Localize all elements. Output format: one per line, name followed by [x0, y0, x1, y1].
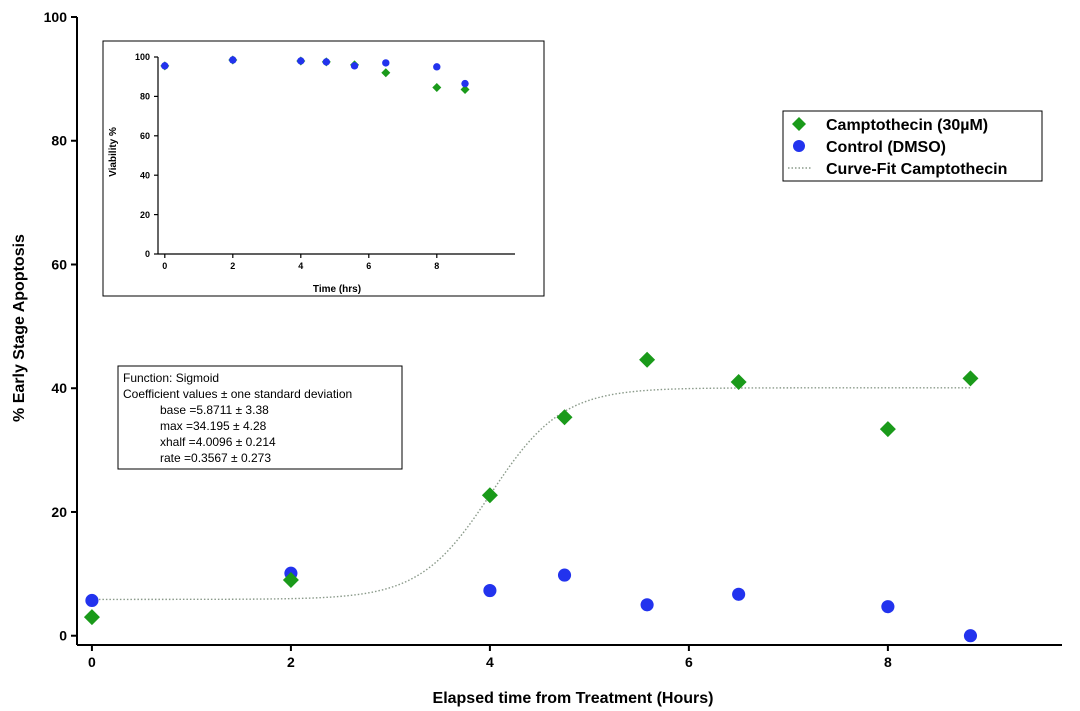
inset-y-tick-label: 100: [135, 52, 150, 62]
inset-control-data-point: [433, 63, 441, 71]
control-data-point: [881, 600, 895, 614]
inset-x-tick-label: 4: [298, 261, 303, 271]
legend-border: [782, 110, 1043, 182]
fit-results-border: [117, 365, 403, 470]
legend-label-curve-fit: Curve-Fit Camptothecin: [826, 161, 1007, 178]
main-x-tick-label: 0: [88, 654, 96, 670]
main-y-tick-label: 40: [51, 380, 67, 396]
inset-x-tick-label: 6: [366, 261, 371, 271]
fit-base-text: base =5.8711 ± 3.38: [160, 403, 269, 417]
inset-control-data-point: [382, 59, 390, 67]
fit-coefficient-header: Coefficient values ± one standard deviat…: [123, 387, 352, 401]
main-y-tick-label: 60: [51, 256, 67, 272]
fit-xhalf-text: xhalf =4.0096 ± 0.214: [160, 435, 276, 449]
main-y-tick-label: 20: [51, 504, 67, 520]
inset-x-tick-label: 8: [434, 261, 439, 271]
control-data-point: [483, 583, 497, 598]
inset-x-axis-title: Time (hrs): [313, 284, 361, 295]
camptothecin-data-point: [282, 572, 299, 589]
control-data-point: [557, 568, 572, 582]
main-y-tick-label: 100: [44, 9, 68, 25]
fit-function-text: Function: Sigmoid: [123, 371, 219, 385]
camptothecin-data-point: [83, 609, 100, 626]
main-x-tick-label: 2: [287, 654, 295, 670]
main-x-tick-label: 4: [486, 654, 494, 670]
curve-fit-line: [91, 387, 971, 601]
main-y-axis-title: % Early Stage Apoptosis: [11, 234, 28, 422]
camptothecin-data-point: [639, 351, 656, 368]
inset-border: [102, 40, 545, 297]
legend-label-camptothecin: Camptothecin (30µM): [826, 117, 988, 134]
inset-y-axis-title: Viability %: [108, 127, 119, 177]
inset-y-tick-label: 60: [140, 131, 150, 141]
main-y-tick-label: 0: [59, 628, 67, 644]
inset-y-tick-label: 80: [140, 92, 150, 102]
inset-data-points: [160, 55, 470, 95]
camptothecin-data-point: [556, 409, 573, 426]
fit-rate-text: rate =0.3567 ± 0.273: [160, 451, 271, 465]
camptothecin-data-point: [879, 421, 896, 438]
inset-camptothecin-data-point: [460, 85, 470, 95]
inset-viability-chart: 0 20 40 60 80 100 0 2 4 6 8 Time (hrs) Viability %: [102, 40, 545, 297]
inset-control-data-point: [229, 56, 237, 64]
control-data-point: [963, 629, 978, 643]
inset-y-tick-label: 40: [140, 170, 150, 180]
inset-axes: 0 20 40 60 80 100 0 2 4 6 8: [135, 52, 515, 271]
inset-control-data-point: [461, 79, 469, 88]
inset-x-tick-label: 2: [230, 261, 235, 271]
inset-y-tick-label: 20: [140, 210, 150, 220]
inset-y-tick-label: 0: [145, 249, 150, 259]
inset-control-data-point: [322, 58, 330, 66]
fit-max-text: max =34.195 ± 4.28: [160, 419, 267, 433]
main-x-tick-label: 6: [685, 654, 693, 670]
main-x-tick-label: 8: [884, 654, 892, 670]
control-data-point: [640, 598, 654, 612]
control-data-point: [85, 593, 99, 608]
main-x-axis-title: Elapsed time from Treatment (Hours): [433, 690, 714, 707]
inset-control-data-point: [161, 62, 169, 70]
legend-circle-marker: [793, 140, 805, 152]
inset-x-tick-label: 0: [162, 261, 167, 271]
main-data-points: [83, 351, 979, 643]
inset-control-data-point: [350, 62, 359, 70]
camptothecin-data-point: [962, 370, 979, 387]
camptothecin-data-point: [481, 487, 498, 504]
inset-camptothecin-data-point: [381, 68, 391, 78]
fit-results-box: Function: Sigmoid Coefficient values ± o…: [117, 365, 403, 470]
main-y-tick-label: 80: [51, 133, 67, 149]
inset-control-data-point: [297, 57, 305, 65]
inset-camptothecin-data-point: [432, 83, 442, 93]
camptothecin-data-point: [730, 374, 747, 391]
legend: Camptothecin (30µM) Control (DMSO) Curve…: [782, 110, 1043, 182]
control-data-point: [732, 587, 746, 601]
legend-label-control: Control (DMSO): [826, 139, 946, 156]
legend-diamond-marker: [792, 117, 806, 131]
